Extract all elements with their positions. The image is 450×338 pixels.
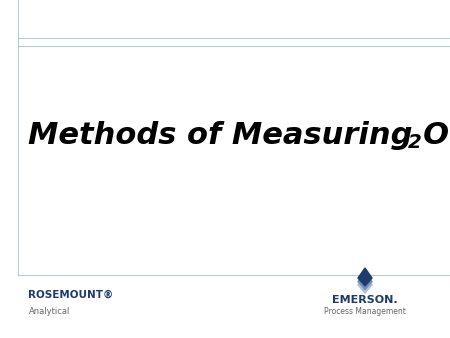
Polygon shape: [358, 275, 372, 293]
Text: Methods of Measuring O: Methods of Measuring O: [28, 121, 449, 149]
Text: Analytical: Analytical: [29, 308, 71, 316]
Polygon shape: [358, 271, 372, 290]
Text: EMERSON.: EMERSON.: [332, 295, 398, 305]
Polygon shape: [358, 268, 372, 286]
Text: Process Management: Process Management: [324, 308, 406, 316]
Text: ROSEMOUNT®: ROSEMOUNT®: [28, 290, 113, 300]
Text: 2: 2: [408, 134, 422, 152]
